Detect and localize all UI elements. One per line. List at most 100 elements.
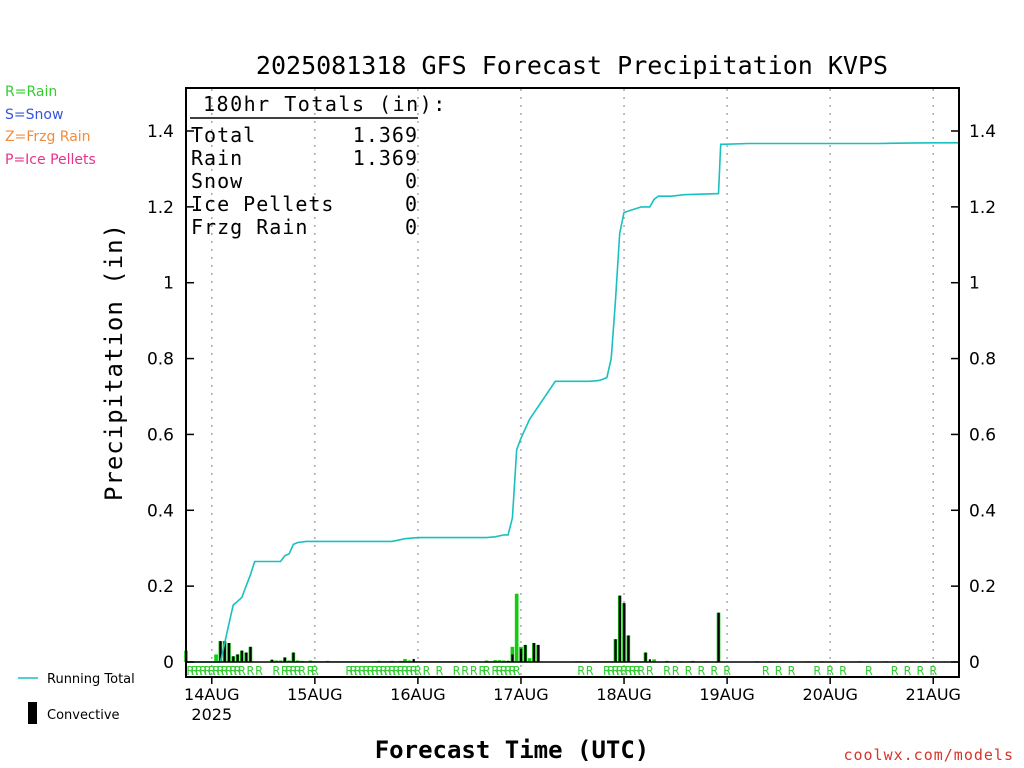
rain-marker: R xyxy=(294,664,302,678)
rain-marker: R xyxy=(187,664,195,678)
y-tick-label: 0.8 xyxy=(969,350,996,370)
x-tick-label: 17AUG xyxy=(493,685,548,704)
convective-bar xyxy=(627,635,630,662)
rain-marker: R xyxy=(204,664,212,678)
rain-marker: R xyxy=(711,664,719,678)
rain-marker: R xyxy=(346,664,354,678)
convective-bar xyxy=(245,652,248,662)
y-tick-label: 1.4 xyxy=(147,122,174,142)
rain-marker: R xyxy=(577,664,585,678)
rain-marker: R xyxy=(234,664,242,678)
precip-type-item: R=Rain xyxy=(5,84,58,100)
rain-marker: R xyxy=(238,664,246,678)
convective-bar xyxy=(292,652,295,662)
rain-marker: R xyxy=(891,664,899,678)
y-tick-label: 1.4 xyxy=(969,122,996,142)
rain-marker: R xyxy=(217,664,225,678)
y-tick-label: 0.4 xyxy=(969,501,996,521)
convective-bar xyxy=(537,644,540,662)
convective-bar xyxy=(519,648,523,662)
bars-layer xyxy=(184,593,927,662)
convective-bar xyxy=(219,641,222,662)
precip-bar xyxy=(493,660,498,662)
rain-marker: R xyxy=(685,664,693,678)
convective-bar xyxy=(227,643,231,662)
rain-marker: R xyxy=(393,664,401,678)
rain-marker: R xyxy=(483,664,491,678)
precip-bar xyxy=(295,660,300,662)
y-tick-label: 0.6 xyxy=(969,425,996,445)
precip-bar xyxy=(278,660,283,662)
x-tick-label: 20AUG xyxy=(802,685,857,704)
convective-bar xyxy=(249,646,252,662)
y-axis-right: 0 0.2 0.4 0.6 0.8 1 1.2 1.4 xyxy=(951,122,996,673)
rain-marker: R xyxy=(200,664,208,678)
convective-bar xyxy=(236,654,239,662)
precip-bar xyxy=(407,660,412,662)
rain-marker: R xyxy=(380,664,388,678)
rain-marker: R xyxy=(453,664,461,678)
rain-marker: R xyxy=(414,664,422,678)
precip-bar xyxy=(501,660,506,662)
y-tick-label: 0.4 xyxy=(147,501,174,521)
y-tick-label: 0 xyxy=(969,653,980,673)
rain-marker: R xyxy=(646,664,654,678)
rain-marker: R xyxy=(616,664,624,678)
rain-marker: R xyxy=(839,664,847,678)
rain-marker: R xyxy=(500,664,508,678)
rain-marker: R xyxy=(775,664,783,678)
precip-type-item: P=Ice Pellets xyxy=(5,151,96,168)
rain-marker: R xyxy=(638,664,646,678)
legend-bar-swatch xyxy=(28,702,37,724)
precip-bar xyxy=(514,593,519,662)
precip-bar xyxy=(527,658,532,662)
series-legend: Running Total Convective xyxy=(18,672,135,724)
rain-marker: R xyxy=(723,664,731,678)
rain-marker: R xyxy=(625,664,633,678)
rain-marker: R xyxy=(401,664,409,678)
y-tick-label: 1.2 xyxy=(147,198,174,218)
y-tick-label: 1 xyxy=(163,274,174,294)
precip-bar xyxy=(274,660,279,662)
convective-bar xyxy=(412,658,415,662)
rain-marker: R xyxy=(367,664,375,678)
chart-title: 2025081318 GFS Forecast Precipitation KV… xyxy=(256,51,888,80)
rain-marker: R xyxy=(865,664,873,678)
rain-marker: R xyxy=(358,664,366,678)
y-tick-label: 1.2 xyxy=(969,198,996,218)
y-tick-label: 0.2 xyxy=(969,577,996,597)
convective-bar xyxy=(717,612,720,662)
rain-marker: R xyxy=(814,664,822,678)
rain-marker: R xyxy=(208,664,216,678)
rain-marker: R xyxy=(406,664,414,678)
convective-bar xyxy=(240,650,244,662)
x-tick-label: 14AUG xyxy=(184,685,239,704)
plot-frame xyxy=(185,87,960,678)
convective-bar xyxy=(532,643,536,662)
precip-bar xyxy=(403,658,407,662)
y-tick-label: 0.2 xyxy=(147,577,174,597)
convective-bar xyxy=(511,654,514,662)
rain-marker: R xyxy=(586,664,594,678)
x-tick-sublabel: 2025 xyxy=(191,705,232,724)
rain-marker: R xyxy=(290,664,298,678)
rain-marker: R xyxy=(608,664,616,678)
rain-marker: R xyxy=(281,664,289,678)
totals-label: Total xyxy=(191,123,256,147)
y-tick-label: 0.8 xyxy=(147,350,174,370)
precip-bar xyxy=(214,654,218,662)
rain-marker: R xyxy=(230,664,238,678)
rain-marker: R xyxy=(492,664,500,678)
totals-box: 180hr Totals (in): Total 1.369 Rain 1.369 Sn… xyxy=(190,92,445,239)
running-total-layer xyxy=(186,142,959,663)
rain-marker: R xyxy=(633,664,641,678)
x-axis-label: Forecast Time (UTC) xyxy=(375,736,650,764)
x-tick-label: 18AUG xyxy=(596,685,651,704)
rain-marker: R xyxy=(762,664,770,678)
totals-label: Ice Pellets xyxy=(191,192,334,216)
rain-marker: R xyxy=(620,664,628,678)
running-total-line xyxy=(186,142,959,663)
rain-marker: R xyxy=(930,664,938,678)
